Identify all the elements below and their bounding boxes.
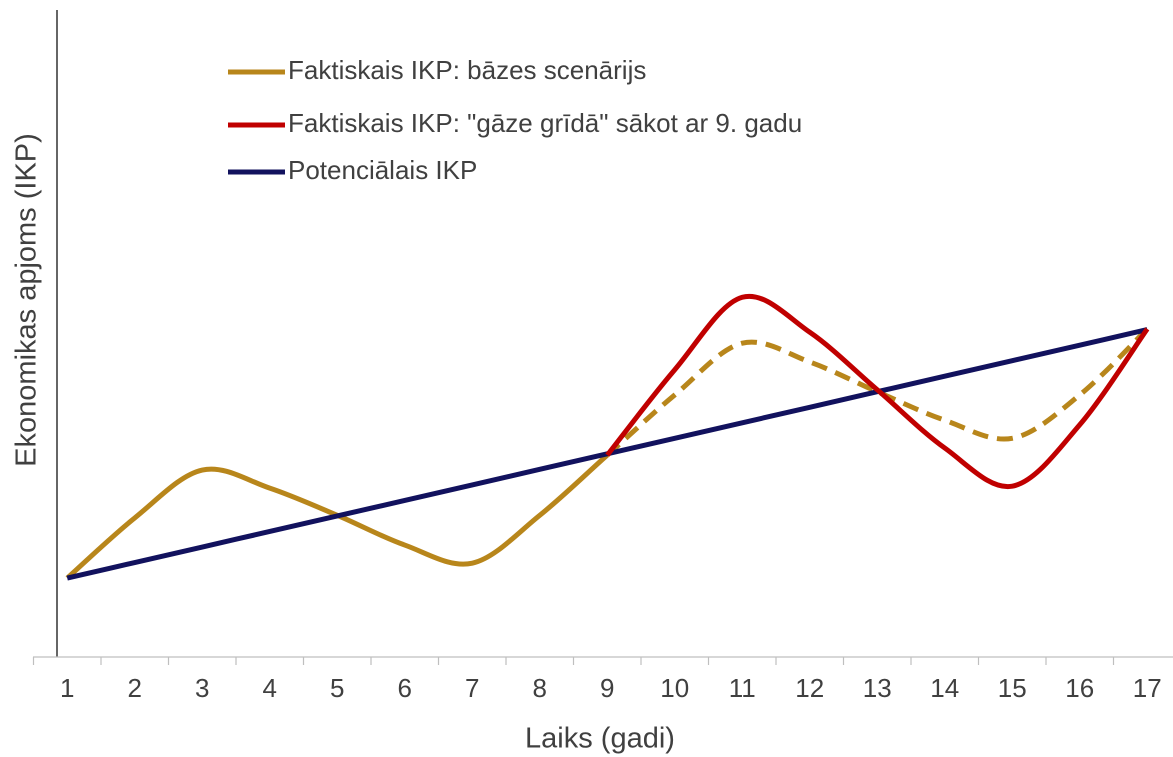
x-tick-label: 16 xyxy=(1065,673,1094,703)
series-line-dashed xyxy=(605,327,1149,458)
legend-label: Faktiskais IKP: "gāze grīdā" sākot ar 9.… xyxy=(288,108,802,138)
x-tick-label: 14 xyxy=(930,673,959,703)
x-tick-label: 8 xyxy=(533,673,547,703)
x-tick-label: 10 xyxy=(660,673,689,703)
legend-label: Potenciālais IKP xyxy=(288,155,477,185)
series-line xyxy=(605,293,1150,489)
x-tick-label: 7 xyxy=(465,673,479,703)
x-tick-label: 2 xyxy=(128,673,142,703)
x-axis-label: Laiks (gadi) xyxy=(525,723,675,755)
x-tick-label: 5 xyxy=(330,673,344,703)
x-tick-label: 9 xyxy=(600,673,614,703)
x-tick-label: 12 xyxy=(795,673,824,703)
x-tick-label: 13 xyxy=(863,673,892,703)
legend-label: Faktiskais IKP: bāzes scenārijs xyxy=(288,55,646,85)
x-tick-label: 6 xyxy=(398,673,412,703)
y-axis-label: Ekonomikas apjoms (IKP) xyxy=(11,133,43,467)
x-tick-label: 15 xyxy=(998,673,1027,703)
x-tick-label: 4 xyxy=(263,673,277,703)
x-tick-label: 17 xyxy=(1133,673,1162,703)
x-tick-label: 11 xyxy=(729,673,756,703)
x-tick-label: 3 xyxy=(195,673,209,703)
x-tick-label: 1 xyxy=(60,673,74,703)
